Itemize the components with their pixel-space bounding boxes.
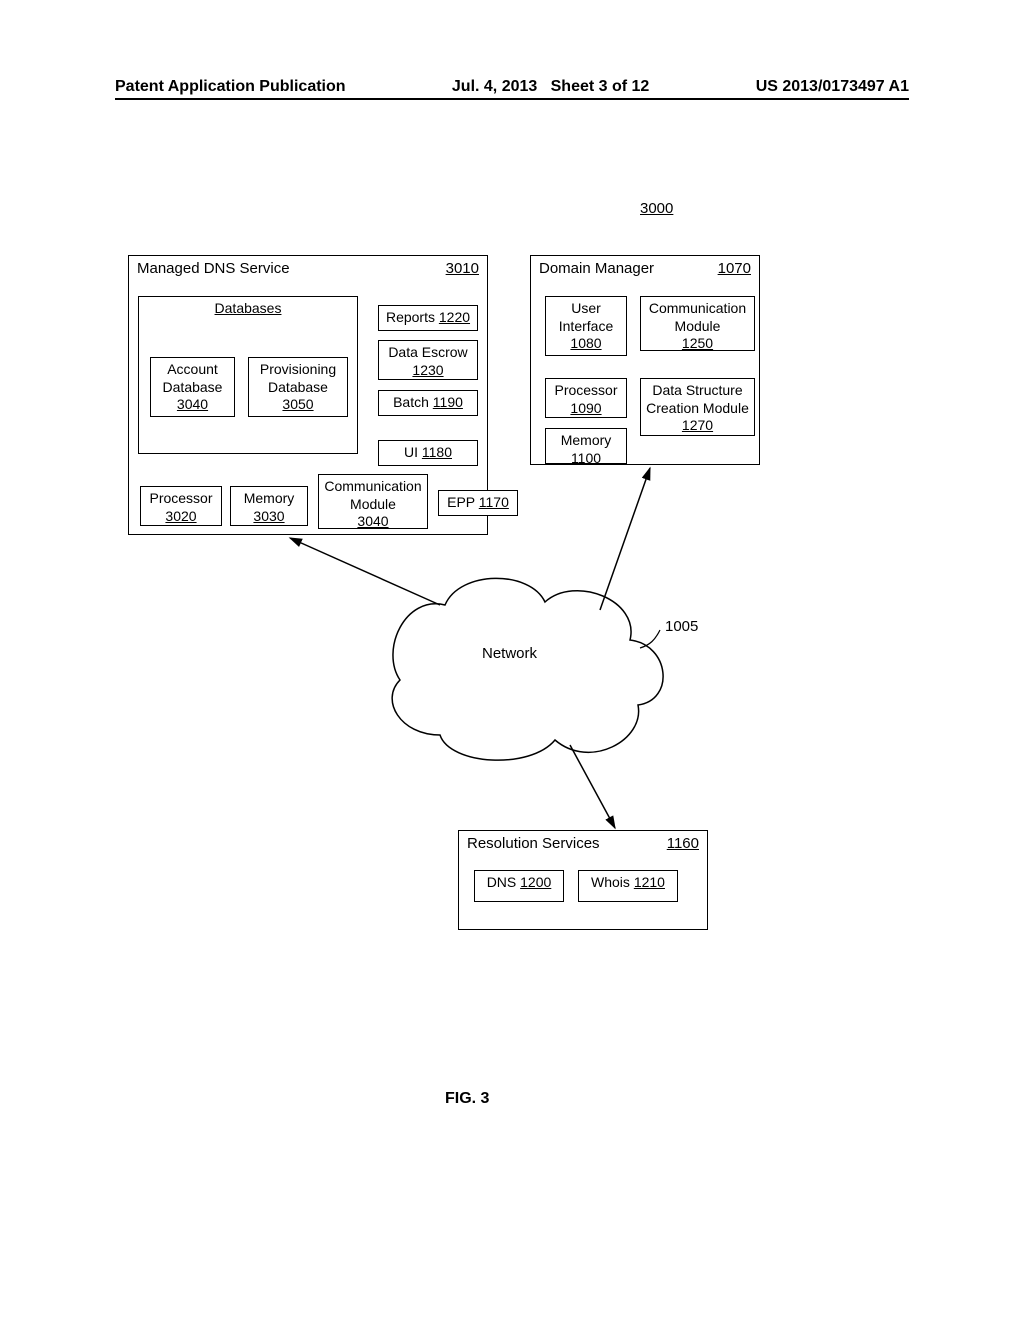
dns-service-title: Managed DNS Service	[137, 260, 290, 279]
batch-l1: Batch	[393, 394, 429, 410]
account-db-l2: Database	[163, 379, 223, 395]
figure-ref-top: 3000	[640, 200, 673, 217]
account-db-ref: 3040	[177, 396, 208, 412]
dns-comm-l1: Communication	[324, 478, 421, 494]
network-ref: 1005	[665, 618, 698, 635]
ds-mod-ref: 1270	[682, 417, 713, 433]
dm-mem-ref: 1100	[571, 450, 601, 466]
figure-label: FIG. 3	[445, 1090, 489, 1108]
epp-ref: 1170	[479, 494, 509, 510]
reports-box: Reports 1220	[378, 305, 478, 331]
batch-box: Batch 1190	[378, 390, 478, 416]
dns-box: DNS 1200	[474, 870, 564, 902]
user-if-ref: 1080	[570, 335, 601, 351]
user-interface-box: User Interface 1080	[545, 296, 627, 356]
dm-processor-box: Processor 1090	[545, 378, 627, 418]
dm-comm-l1: Communication	[649, 300, 746, 316]
reports-l1: Reports	[386, 309, 435, 325]
account-db-l1: Account	[167, 361, 218, 377]
epp-box: EPP 1170	[438, 490, 518, 516]
dns-mem-ref: 3030	[253, 508, 284, 524]
domain-manager-title: Domain Manager	[539, 260, 654, 279]
dm-proc-ref: 1090	[570, 400, 601, 416]
user-if-l1: User	[571, 300, 601, 316]
account-database-box: Account Database 3040	[150, 357, 235, 417]
batch-ref: 1190	[433, 394, 463, 410]
dm-proc-l1: Processor	[554, 382, 617, 398]
network-label: Network	[482, 645, 537, 662]
dns-proc-l1: Processor	[149, 490, 212, 506]
dns-l1: DNS	[487, 874, 517, 890]
header-center: Jul. 4, 2013 Sheet 3 of 12	[452, 78, 649, 96]
prov-db-l2: Database	[268, 379, 328, 395]
ds-mod-l2: Creation Module	[646, 400, 749, 416]
header-rule	[115, 98, 909, 100]
dns-service-ref: 3010	[446, 260, 479, 279]
databases-label: Databases	[215, 300, 282, 316]
dm-comm-ref: 1250	[682, 335, 713, 351]
dm-memory-box: Memory 1100	[545, 428, 627, 464]
resolution-ref: 1160	[667, 835, 699, 854]
escrow-l1: Data Escrow	[388, 344, 467, 360]
domain-manager-ref: 1070	[718, 260, 751, 279]
ui-l1: UI	[404, 444, 418, 460]
dm-mem-l1: Memory	[561, 432, 612, 448]
dm-comm-module-box: Communication Module 1250	[640, 296, 755, 351]
data-structure-module-box: Data Structure Creation Module 1270	[640, 378, 755, 436]
dns-proc-ref: 3020	[165, 508, 196, 524]
prov-db-ref: 3050	[282, 396, 313, 412]
header-sheet: Sheet 3 of 12	[551, 78, 650, 95]
resolution-title: Resolution Services	[467, 835, 600, 854]
ui-ref: 1180	[422, 444, 452, 460]
dm-comm-l2: Module	[675, 318, 721, 334]
dns-comm-module-box: Communication Module 3040	[318, 474, 428, 529]
user-if-l2: Interface	[559, 318, 613, 334]
network-cloud-icon	[392, 578, 663, 760]
dns-mem-l1: Memory	[244, 490, 295, 506]
whois-l1: Whois	[591, 874, 630, 890]
reports-ref: 1220	[439, 309, 470, 325]
escrow-ref: 1230	[412, 362, 443, 378]
whois-box: Whois 1210	[578, 870, 678, 902]
dns-comm-l2: Module	[350, 496, 396, 512]
epp-l1: EPP	[447, 494, 475, 510]
prov-db-l1: Provisioning	[260, 361, 336, 377]
header-right: US 2013/0173497 A1	[756, 78, 909, 96]
header-left: Patent Application Publication	[115, 78, 346, 96]
header-date: Jul. 4, 2013	[452, 78, 537, 95]
dns-comm-ref: 3040	[357, 513, 388, 529]
provisioning-database-box: Provisioning Database 3050	[248, 357, 348, 417]
dns-memory-box: Memory 3030	[230, 486, 308, 526]
dns-ref: 1200	[520, 874, 551, 890]
ui-box: UI 1180	[378, 440, 478, 466]
whois-ref: 1210	[634, 874, 665, 890]
dns-processor-box: Processor 3020	[140, 486, 222, 526]
data-escrow-box: Data Escrow 1230	[378, 340, 478, 380]
ds-mod-l1: Data Structure	[652, 382, 742, 398]
